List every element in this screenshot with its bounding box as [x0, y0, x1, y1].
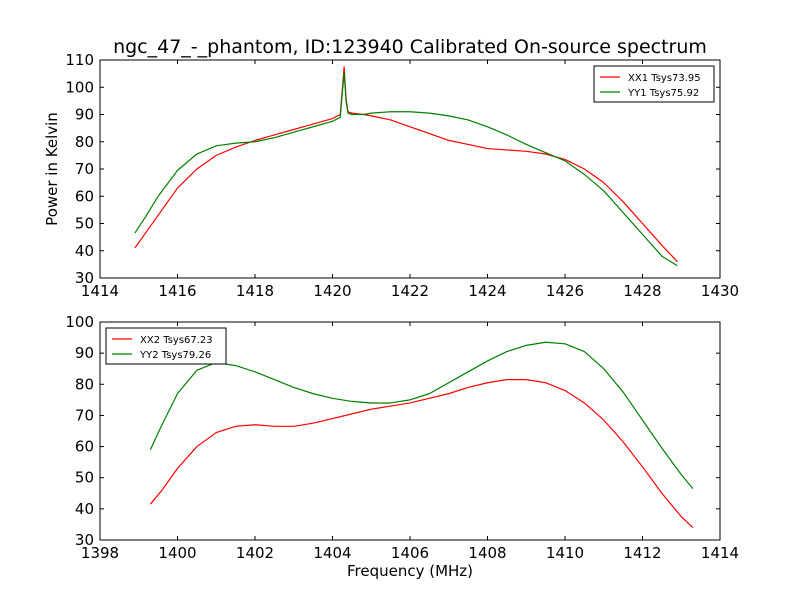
bottom-x-tick-label: 1402	[236, 544, 274, 562]
top-y-tick-label: 70	[75, 160, 94, 178]
top-y-tick-label: 60	[75, 187, 94, 205]
bottom-x-tick-label: 1398	[81, 544, 119, 562]
top-series-line-yy	[134, 71, 678, 267]
top-legend-label: XX1 Tsys73.95	[628, 73, 701, 84]
bottom-x-tick-label: 1408	[468, 544, 506, 562]
top-legend: XX1 Tsys73.95 YY1 Tsys75.92	[593, 65, 715, 103]
bottom-subplot: 1398 1400 1402 1404 1406 1408 1410 1412 1414 30 40…	[65, 313, 739, 580]
bottom-y-tick-label: 100	[65, 313, 94, 331]
top-x-tick-label: 1418	[236, 282, 274, 300]
bottom-y-tick-label: 80	[75, 375, 94, 393]
top-x-tick-label: 1426	[546, 282, 584, 300]
top-y-tick-label: 110	[65, 51, 94, 69]
top-x-tick-label: 1424	[468, 282, 506, 300]
bottom-y-tick-label: 50	[75, 469, 94, 487]
bottom-y-tick-label: 30	[75, 531, 94, 549]
bottom-legend-label: YY2 Tsys79.26	[139, 350, 211, 361]
top-x-tick-label: 1430	[701, 282, 739, 300]
bottom-legend-label: XX2 Tsys67.23	[140, 335, 213, 346]
bottom-y-tick-label: 70	[75, 406, 94, 424]
top-y-tick-label: 90	[75, 106, 94, 124]
bottom-series-line-xx	[149, 379, 694, 528]
top-y-tick-label: 100	[65, 78, 94, 96]
top-legend-label: YY1 Tsys75.92	[627, 88, 699, 99]
top-x-tick-label: 1420	[313, 282, 351, 300]
top-y-tick-label: 40	[75, 242, 94, 260]
top-x-tick-label: 1422	[391, 282, 429, 300]
top-y-tick-label: 50	[75, 215, 94, 233]
bottom-x-tick-label: 1400	[158, 544, 196, 562]
top-subplot: 1414 1416 1418 1420 1422 1424 1426 1428 1430 30 40…	[43, 51, 739, 300]
bottom-series-group	[149, 341, 694, 528]
bottom-legend-box	[105, 327, 227, 365]
top-y-tick-label: 80	[75, 133, 94, 151]
top-legend-box	[593, 65, 715, 103]
top-x-tick-label: 1414	[81, 282, 119, 300]
top-x-tick-label: 1416	[158, 282, 196, 300]
bottom-y-tick-label: 90	[75, 344, 94, 362]
top-y-axis-label: Power in Kelvin	[43, 112, 61, 226]
bottom-legend: XX2 Tsys67.23 YY2 Tsys79.26	[105, 327, 227, 365]
top-series-group	[134, 66, 678, 267]
bottom-x-tick-label: 1404	[313, 544, 351, 562]
bottom-x-axis-label: Frequency (MHz)	[347, 562, 473, 580]
bottom-y-tick-label: 60	[75, 438, 94, 456]
bottom-x-tick-label: 1406	[391, 544, 429, 562]
bottom-x-tick-label: 1414	[701, 544, 739, 562]
bottom-x-tick-label: 1412	[623, 544, 661, 562]
chart-title: ngc_47_-_phantom, ID:123940 Calibrated O…	[113, 36, 707, 58]
bottom-y-tick-label: 40	[75, 500, 94, 518]
top-y-tick-label: 30	[75, 269, 94, 287]
bottom-series-line-yy	[149, 341, 694, 489]
top-x-tick-label: 1428	[623, 282, 661, 300]
bottom-x-tick-label: 1410	[546, 544, 584, 562]
